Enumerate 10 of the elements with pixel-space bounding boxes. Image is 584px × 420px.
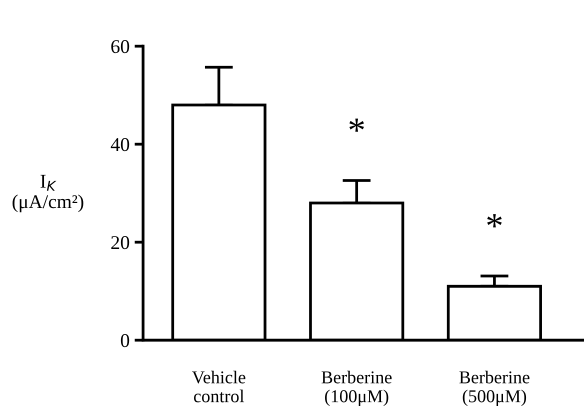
y-tick-label: 0: [120, 334, 130, 348]
x-tick-label: Berberine (500μM): [459, 370, 530, 406]
x-tick-label: Berberine (100μM): [322, 370, 392, 406]
x-tick-label: Vehicle control: [192, 370, 246, 402]
y-tick-label: 40: [110, 138, 130, 152]
annotation: *: [487, 214, 502, 228]
y-axis-title: I$_{K}$ (μA/cm²): [12, 174, 84, 212]
annotation: *: [349, 118, 364, 132]
y-tick-label: 20: [111, 236, 130, 250]
y-tick-label: 60: [111, 40, 130, 54]
